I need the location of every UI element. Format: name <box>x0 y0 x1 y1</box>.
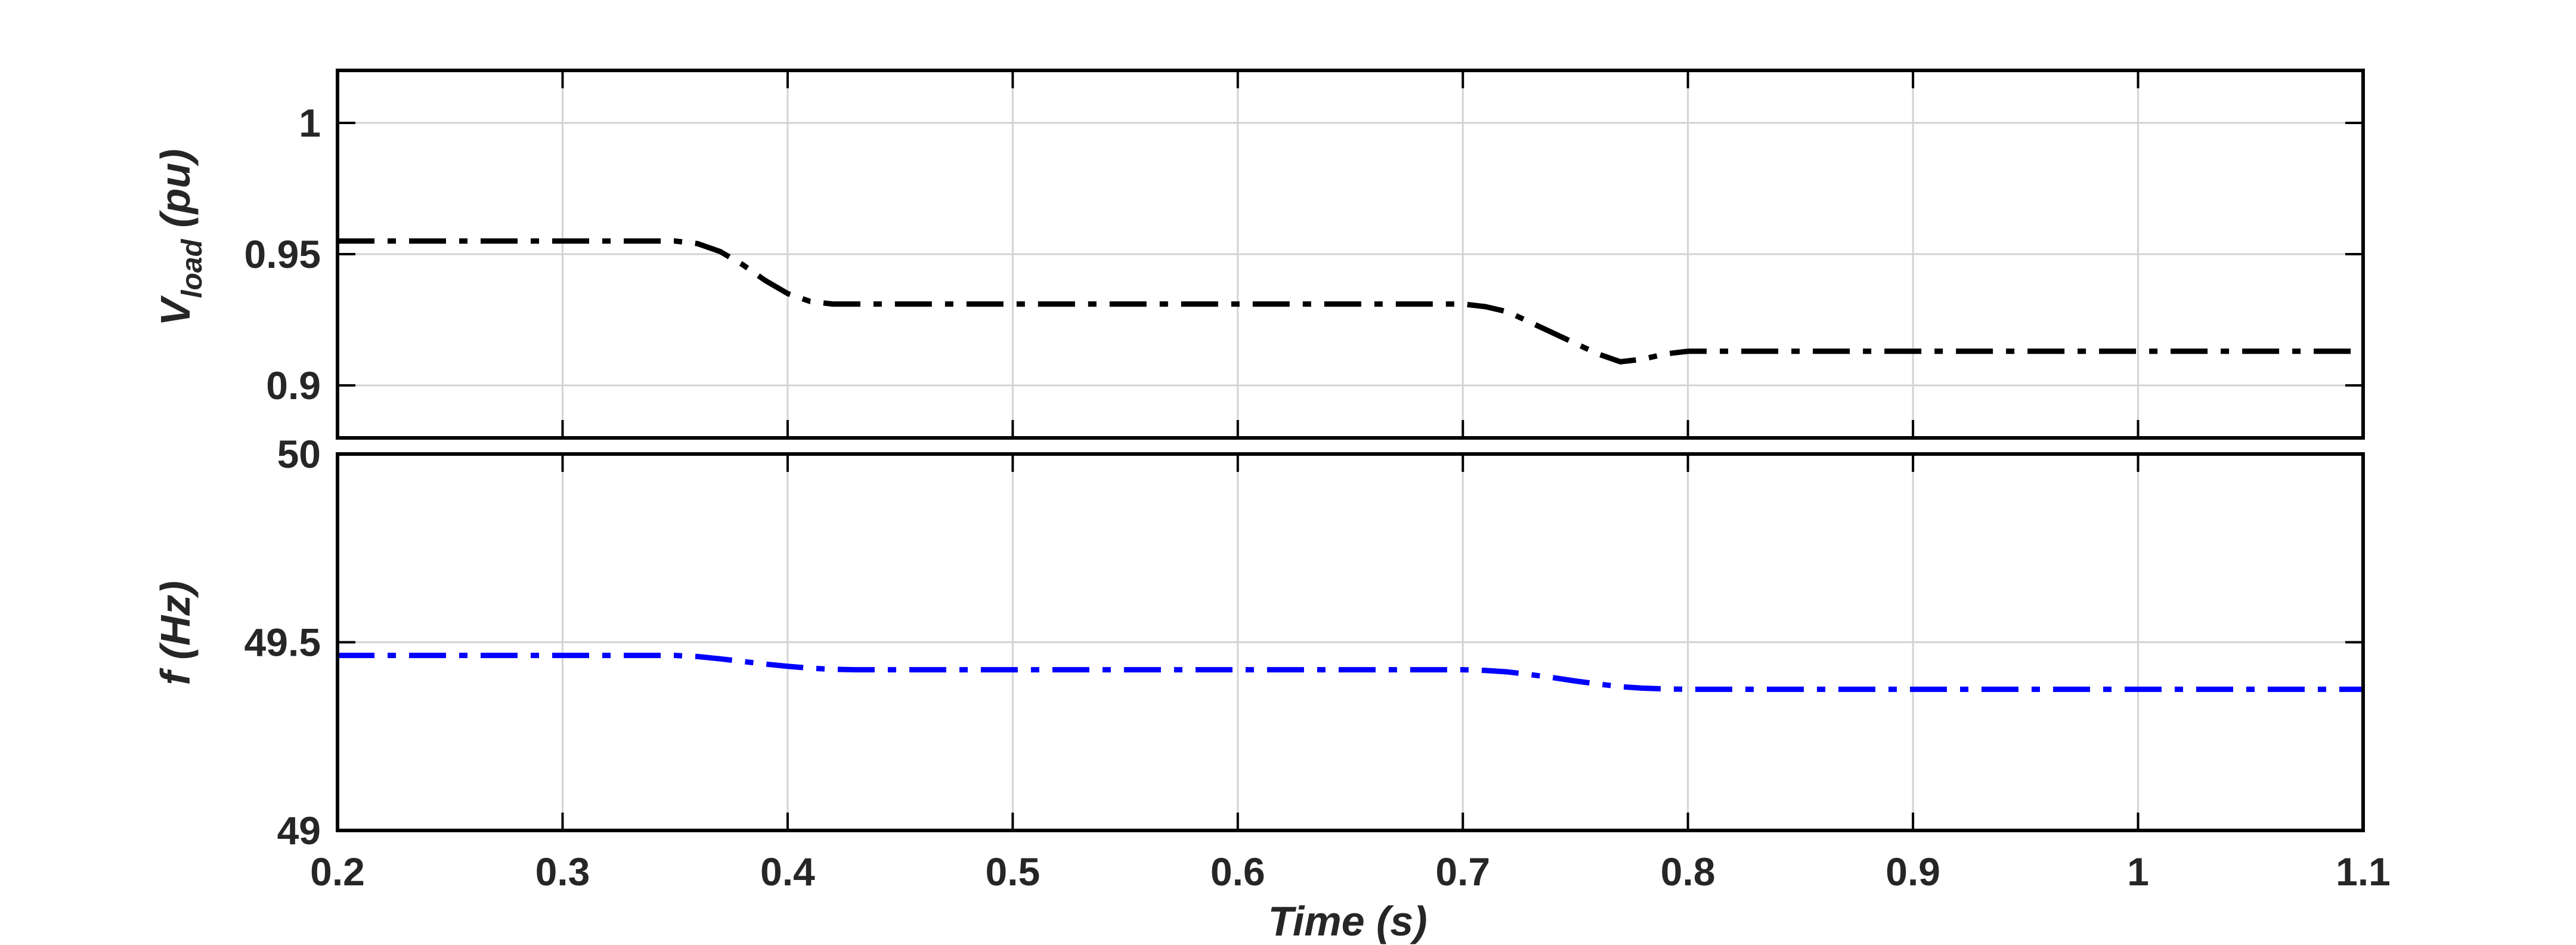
voltage-panel: 0.9 0.95 1 Vload (pu) <box>152 69 2365 440</box>
xtick-label: 0.2 <box>310 850 365 894</box>
voltage-ylabel: Vload (pu) <box>152 149 208 326</box>
voltage-ylabel-sub: load <box>177 238 208 298</box>
voltage-grid <box>338 70 2363 438</box>
frequency-ytick-labels: 49 49.5 50 <box>244 432 321 853</box>
voltage-series-line <box>338 238 2363 365</box>
frequency-xtick-labels: 0.2 0.3 0.4 0.5 0.6 0.7 0.8 0.9 1 1.1 <box>310 850 2391 894</box>
voltage-ytick-label: 0.95 <box>244 232 321 276</box>
xtick-label: 1.1 <box>2336 850 2391 894</box>
voltage-ytick-labels: 0.9 0.95 1 <box>244 101 321 407</box>
voltage-ytick-label: 0.9 <box>266 363 321 407</box>
xtick-label: 0.8 <box>1661 850 1716 894</box>
voltage-ytick-label: 1 <box>299 101 321 145</box>
frequency-ytick-label: 49 <box>277 808 321 853</box>
voltage-ylabel-rest: (pu) <box>152 149 199 240</box>
xtick-label: 0.7 <box>1435 850 1490 894</box>
voltage-series <box>338 238 2363 365</box>
xtick-label: 0.4 <box>760 850 815 894</box>
xtick-label: 0.9 <box>1885 850 1940 894</box>
voltage-plot-frame <box>336 69 2365 440</box>
xtick-label: 0.5 <box>985 850 1040 894</box>
frequency-plot-frame <box>336 452 2365 832</box>
frequency-ytick-label: 50 <box>277 432 321 476</box>
frequency-series-line <box>338 653 2363 692</box>
xtick-label: 0.6 <box>1210 850 1265 894</box>
voltage-ylabel-main: V <box>152 295 199 326</box>
frequency-series <box>338 653 2363 692</box>
xtick-label: 1 <box>2127 850 2149 894</box>
frequency-ytick-label: 49.5 <box>244 620 321 665</box>
frequency-panel: 49 49.5 50 0.2 0.3 0.4 0.5 0.6 0.7 0.8 0.9 1 1.1 f … <box>152 432 2391 944</box>
xtick-label: 0.3 <box>535 850 590 894</box>
x-axis-label: Time (s) <box>1268 898 1427 944</box>
frequency-ylabel: f (Hz) <box>152 581 199 685</box>
frequency-grid <box>338 454 2363 830</box>
